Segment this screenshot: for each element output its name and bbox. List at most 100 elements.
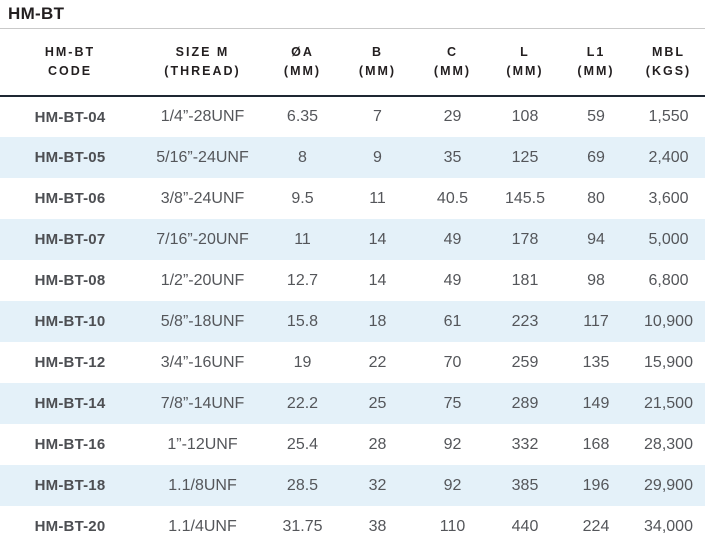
column-header-l1: L1 (MM) xyxy=(560,29,632,97)
cell-c: 70 xyxy=(443,353,462,371)
cell-dia-a: 28.5 xyxy=(286,476,319,494)
column-header-b: B (MM) xyxy=(340,29,415,97)
cell-c: 75 xyxy=(443,394,462,412)
column-header-code: HM-BT CODE xyxy=(0,29,140,97)
cell-mbl: 2,400 xyxy=(648,148,689,166)
cell-l: 259 xyxy=(511,353,539,371)
cell-code: HM-BT-20 xyxy=(34,518,106,535)
cell-c: 40.5 xyxy=(436,189,469,207)
table-header-row: HM-BT CODE SIZE M (THREAD) ØA (MM) B (MM) C (MM) L… xyxy=(0,29,705,97)
column-header-line1: MBL xyxy=(651,44,686,59)
column-header-line1: L xyxy=(520,44,530,59)
column-header-l: L (MM) xyxy=(490,29,560,97)
cell-code: HM-BT-06 xyxy=(34,190,106,207)
cell-b: 22 xyxy=(368,353,387,371)
cell-size: 7/16”-20UNF xyxy=(156,230,249,248)
table-row: HM-BT-05 5/16”-24UNF 8 9 35 125 69 2,400 xyxy=(0,137,705,178)
cell-size: 5/8”-18UNF xyxy=(160,312,245,330)
column-header-line2: (THREAD) xyxy=(164,64,241,78)
cell-c: 92 xyxy=(443,435,462,453)
cell-code: HM-BT-07 xyxy=(34,231,106,248)
cell-b: 28 xyxy=(368,435,387,453)
table-row: HM-BT-08 1/2”-20UNF 12.7 14 49 181 98 6,800 xyxy=(0,260,705,301)
column-header-line1: C xyxy=(446,44,459,59)
cell-size: 1”-12UNF xyxy=(167,435,238,453)
cell-l: 108 xyxy=(511,108,539,125)
cell-code: HM-BT-12 xyxy=(34,354,106,371)
cell-dia-a: 19 xyxy=(293,353,312,371)
cell-l1: 80 xyxy=(587,189,605,207)
cell-size: 5/16”-24UNF xyxy=(156,148,249,166)
cell-code: HM-BT-16 xyxy=(34,436,106,453)
column-header-dia-a: ØA (MM) xyxy=(265,29,340,97)
table-row: HM-BT-12 3/4”-16UNF 19 22 70 259 135 15,900 xyxy=(0,342,705,383)
table-row: HM-BT-10 5/8”-18UNF 15.8 18 61 223 117 10,900 xyxy=(0,301,705,342)
cell-b: 11 xyxy=(369,189,386,207)
spec-table: HM-BT CODE SIZE M (THREAD) ØA (MM) B (MM) C (MM) L… xyxy=(0,29,705,547)
cell-code: HM-BT-05 xyxy=(34,149,106,166)
cell-dia-a: 9.5 xyxy=(291,189,314,207)
cell-mbl: 34,000 xyxy=(644,517,693,535)
column-header-line1: HM-BT xyxy=(44,44,96,59)
cell-b: 32 xyxy=(368,476,387,494)
cell-code: HM-BT-04 xyxy=(34,108,106,126)
cell-c: 92 xyxy=(443,476,462,494)
cell-code: HM-BT-08 xyxy=(34,272,106,289)
cell-code: HM-BT-18 xyxy=(34,477,106,494)
cell-dia-a: 22.2 xyxy=(286,394,319,412)
cell-l: 145.5 xyxy=(504,189,546,207)
cell-b: 14 xyxy=(368,230,387,248)
column-header-line1: B xyxy=(371,44,384,59)
cell-mbl: 29,900 xyxy=(644,476,693,494)
cell-mbl: 10,900 xyxy=(644,312,693,330)
cell-size: 3/8”-24UNF xyxy=(160,189,245,207)
cell-l: 332 xyxy=(511,435,539,453)
cell-size: 1.1/8UNF xyxy=(168,476,237,494)
cell-l: 223 xyxy=(511,312,539,330)
cell-mbl: 28,300 xyxy=(644,435,693,453)
cell-size: 1/2”-20UNF xyxy=(160,271,245,289)
cell-dia-a: 15.8 xyxy=(286,312,319,330)
column-header-line1: SIZE M xyxy=(175,44,230,59)
cell-mbl: 21,500 xyxy=(644,394,693,412)
column-header-line2: (KGS) xyxy=(645,64,692,78)
table-row: HM-BT-16 1”-12UNF 25.4 28 92 332 168 28,300 xyxy=(0,424,705,465)
cell-b: 18 xyxy=(368,312,387,330)
table-head: HM-BT CODE SIZE M (THREAD) ØA (MM) B (MM) C (MM) L… xyxy=(0,29,705,97)
cell-b: 7 xyxy=(373,108,382,125)
column-header-line2: (MM) xyxy=(358,64,397,78)
column-header-line1: ØA xyxy=(291,44,314,59)
table-row: HM-BT-18 1.1/8UNF 28.5 32 92 385 196 29,900 xyxy=(0,465,705,506)
cell-size: 7/8”-14UNF xyxy=(160,394,245,412)
column-header-line1: L1 xyxy=(586,44,606,59)
cell-c: 49 xyxy=(443,230,462,248)
page-title: HM-BT xyxy=(8,4,65,23)
cell-dia-a: 8 xyxy=(298,148,307,166)
cell-b: 38 xyxy=(368,517,387,535)
cell-l: 178 xyxy=(511,230,539,248)
column-header-mbl: MBL (KGS) xyxy=(632,29,705,97)
table-row: HM-BT-04 1/4”-28UNF 6.35 7 29 108 59 1,550 xyxy=(0,96,705,137)
column-header-line2: (MM) xyxy=(283,64,322,78)
cell-l1: 196 xyxy=(582,476,610,494)
cell-l: 181 xyxy=(511,271,539,289)
column-header-line2: (MM) xyxy=(506,64,544,78)
cell-code: HM-BT-14 xyxy=(34,395,106,412)
cell-l1: 98 xyxy=(587,271,605,289)
cell-c: 61 xyxy=(443,312,462,330)
cell-dia-a: 31.75 xyxy=(282,517,323,535)
column-header-line2: CODE xyxy=(47,64,93,78)
column-header-line2: (MM) xyxy=(577,64,615,78)
cell-c: 35 xyxy=(443,148,462,166)
cell-l1: 135 xyxy=(582,353,610,371)
table-row: HM-BT-20 1.1/4UNF 31.75 38 110 440 224 34,000 xyxy=(0,506,705,547)
cell-size: 1/4”-28UNF xyxy=(160,108,245,125)
title-bar: HM-BT xyxy=(0,0,705,29)
cell-mbl: 15,900 xyxy=(644,353,693,371)
table-body: HM-BT-04 1/4”-28UNF 6.35 7 29 108 59 1,550 HM-BT… xyxy=(0,96,705,547)
cell-mbl: 3,600 xyxy=(648,189,689,207)
cell-dia-a: 11 xyxy=(294,230,311,248)
cell-mbl: 5,000 xyxy=(648,230,689,248)
cell-l1: 168 xyxy=(582,435,610,453)
